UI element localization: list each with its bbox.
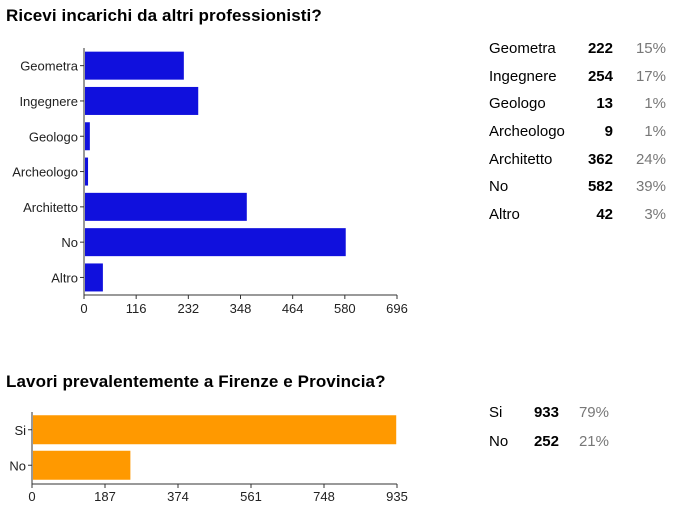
chart2-x-tick-label: 374: [167, 489, 189, 504]
chart1-summary-count: 222: [587, 40, 613, 57]
chart1-summary-name: Architetto: [489, 150, 553, 168]
chart1-summary-row: Architetto 362 24%: [489, 151, 679, 179]
chart1-bar: [85, 192, 247, 221]
chart1-summary-percent: 24%: [635, 150, 666, 168]
chart1-summary-percent: 17%: [635, 67, 666, 85]
chart1-category-label: Geologo: [29, 129, 78, 144]
chart1-bar: [85, 228, 346, 257]
chart2-summary-percent: 21%: [578, 433, 609, 450]
chart1-category-label: Altro: [51, 270, 78, 285]
chart1-summary-percent: 1%: [644, 123, 666, 141]
chart1-summary-name: No: [489, 178, 509, 196]
chart2-summary-count: 252: [533, 433, 559, 450]
chart1-bar: [85, 157, 89, 186]
chart2-category-label: Si: [14, 423, 26, 438]
chart1-x-tick-label: 464: [282, 301, 304, 316]
chart2-summary-name: No: [489, 433, 509, 450]
chart1-summary-row: Geologo 13 1%: [489, 95, 679, 123]
chart1-summary-row: Altro 42 3%: [489, 206, 679, 234]
chart2-category-label: No: [9, 458, 26, 473]
chart1-summary-row: Geometra 222 15%: [489, 40, 679, 68]
chart1-x-tick-label: 348: [230, 301, 252, 316]
chart2-x-tick-label: 748: [313, 489, 335, 504]
chart1-summary-row: Archeologo 9 1%: [489, 123, 679, 151]
chart1-summary-row: Ingegnere 254 17%: [489, 68, 679, 96]
chart2-bar: [33, 450, 131, 480]
chart2-x-tick-label: 0: [28, 489, 35, 504]
chart2-title: Lavori prevalentemente a Firenze e Provi…: [6, 372, 386, 391]
chart1-x-tick-label: 696: [386, 301, 408, 316]
chart1-summary-percent: 15%: [635, 40, 666, 57]
chart2-summary-row: Si 933 79%: [489, 404, 629, 433]
chart1-summary-name: Geologo: [489, 95, 546, 113]
chart1-x-tick-label: 580: [334, 301, 356, 316]
chart2-summary-percent: 79%: [578, 404, 609, 421]
chart1-summary-name: Archeologo: [489, 123, 565, 141]
chart1-summary-name: Ingegnere: [489, 67, 557, 85]
chart1-x-tick-label: 116: [126, 301, 147, 316]
chart2-x-tick-label: 561: [240, 489, 262, 504]
chart1-bar: [85, 51, 184, 80]
chart1-summary-count: 582: [587, 178, 613, 196]
chart2-summary-name: Si: [489, 404, 503, 421]
chart1-summary-count: 9: [604, 123, 613, 141]
chart1-category-label: Geometra: [20, 59, 79, 74]
chart2-summary-table: Si 933 79% No 252 21%: [489, 404, 629, 462]
chart1-title: Ricevi incarichi da altri professionisti…: [6, 6, 322, 25]
chart2-bar: [33, 415, 397, 445]
chart1-category-label: Architetto: [23, 200, 78, 215]
chart1-summary-row: No 582 39%: [489, 178, 679, 206]
chart1-summary-count: 13: [596, 95, 613, 113]
chart1-category-label: No: [61, 235, 78, 250]
chart2-x-tick-label: 935: [386, 489, 408, 504]
chart2-summary-row: No 252 21%: [489, 433, 629, 462]
chart1-bar: [85, 86, 199, 115]
chart1-summary-count: 42: [596, 206, 613, 224]
chart1-x-tick-label: 0: [80, 301, 87, 316]
chart1-category-label: Ingegnere: [19, 94, 78, 109]
chart1-summary-count: 254: [587, 67, 613, 85]
chart1-bar: [85, 263, 103, 292]
chart1-svg: 0 116 232 348 464 580 696 Geometra Ingegnere Geol…: [12, 48, 408, 316]
chart1-category-label: Archeologo: [12, 165, 78, 180]
chart1-summary-percent: 3%: [644, 206, 666, 224]
chart2-summary-count: 933: [533, 404, 559, 421]
chart1-x-tick-label: 232: [177, 301, 199, 316]
chart2-x-tick-label: 187: [94, 489, 116, 504]
chart1-summary-name: Geometra: [489, 40, 556, 57]
chart1-summary-percent: 1%: [644, 95, 666, 113]
chart1-summary-count: 362: [587, 150, 613, 168]
chart1-summary-table: Geometra 222 15% Ingegnere 254 17% Geologo 13 1%…: [489, 40, 679, 234]
chart1-summary-percent: 39%: [635, 178, 666, 196]
chart1-bar: [85, 122, 90, 151]
chart1-summary-name: Altro: [489, 206, 520, 224]
